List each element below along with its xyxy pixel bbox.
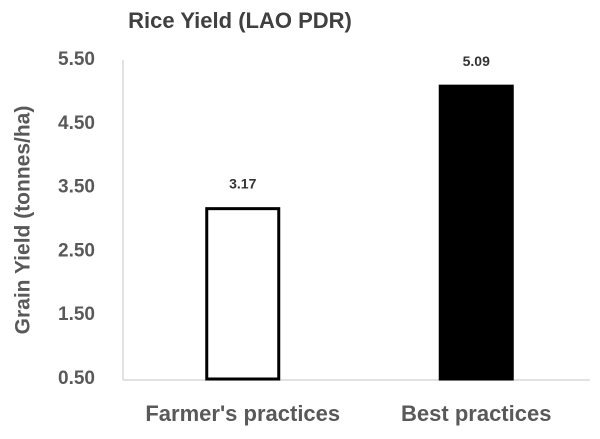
- y-tick-label: 5.50: [58, 49, 95, 70]
- y-tick-label: 2.50: [58, 240, 95, 261]
- y-tick-label: 0.50: [58, 368, 95, 389]
- y-tick-label: 3.50: [58, 177, 95, 198]
- y-tick-label: 1.50: [58, 304, 95, 325]
- y-axis-title: Grain Yield (tonnes/ha): [12, 106, 35, 335]
- value-label: 5.09: [463, 53, 490, 69]
- x-tick-label: Best practices: [401, 401, 551, 426]
- bar: [438, 84, 514, 381]
- bar: [205, 207, 281, 381]
- x-tick-label: Farmer's practices: [145, 401, 340, 426]
- value-label: 3.17: [229, 175, 256, 191]
- y-tick-label: 4.50: [58, 113, 95, 134]
- chart-title: Rice Yield (LAO PDR): [128, 8, 352, 33]
